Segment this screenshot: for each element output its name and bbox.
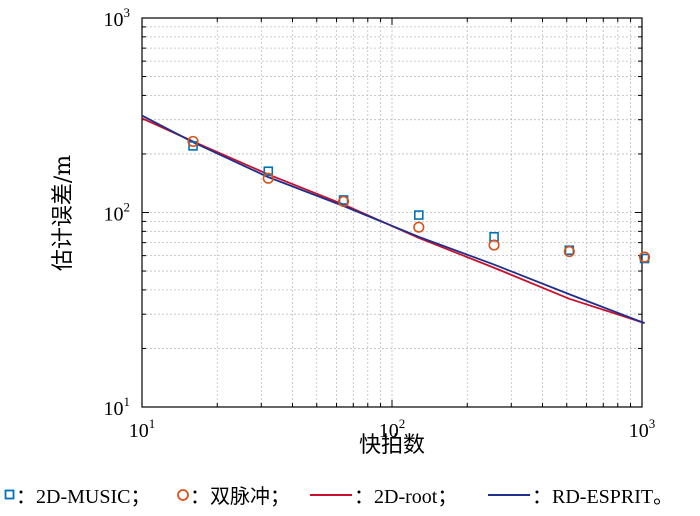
y-tick-label: 103 xyxy=(104,5,131,31)
series-line-2d-root xyxy=(141,117,645,324)
data-point-circle xyxy=(638,251,651,263)
data-point-circle xyxy=(413,221,425,233)
legend-item-2d-root: ：2D-root； xyxy=(308,480,457,509)
legend-item-double-pulse: ：双脉冲； xyxy=(176,480,290,509)
series-markers xyxy=(187,135,651,264)
legend-label-2d-music: ：2D-MUSIC； xyxy=(16,486,151,508)
circle-marker-icon xyxy=(177,488,189,501)
data-point-square xyxy=(263,166,274,177)
x-tick-label: 102 xyxy=(379,416,406,442)
chart: 101 102 103 101 102 103 快拍数 估计误差/m xyxy=(51,5,656,458)
red-line-icon xyxy=(310,493,352,496)
legend-label-double-pulse: ：双脉冲； xyxy=(190,486,290,508)
x-tick-label: 103 xyxy=(629,416,656,442)
axis-ticks xyxy=(142,18,642,407)
data-point-circle xyxy=(488,239,500,251)
data-point-square xyxy=(414,210,424,220)
y-axis-label: 估计误差/m xyxy=(51,155,76,271)
data-point-circle xyxy=(262,172,274,184)
x-tick-label: 101 xyxy=(129,416,156,442)
data-point-circle xyxy=(337,195,350,208)
legend-item-rd-esprit: ：RD-ESPRIT。 xyxy=(486,480,673,509)
series-lines xyxy=(141,114,645,324)
y-tick-label: 101 xyxy=(104,394,131,420)
x-axis-label: 快拍数 xyxy=(359,433,425,458)
blue-line-icon xyxy=(488,493,530,496)
grid xyxy=(142,18,642,407)
square-marker-icon xyxy=(4,489,15,499)
y-tick-label: 102 xyxy=(104,200,131,226)
series-line-rd-esprit xyxy=(141,114,645,324)
data-point-circle xyxy=(187,135,199,148)
legend-item-2d-music: ：2D-MUSIC； xyxy=(4,480,150,509)
legend-label-rd-esprit: ：RD-ESPRIT。 xyxy=(532,486,674,508)
data-point-square xyxy=(188,141,198,151)
legend-label-2d-root: ：2D-root； xyxy=(354,486,458,508)
tick-labels: 101 102 103 101 102 103 xyxy=(104,5,656,442)
data-point-circle xyxy=(563,245,575,258)
legend: ：2D-MUSIC； ：双脉冲； ：2D-root； ：RD-ESPRIT。 xyxy=(0,462,700,516)
